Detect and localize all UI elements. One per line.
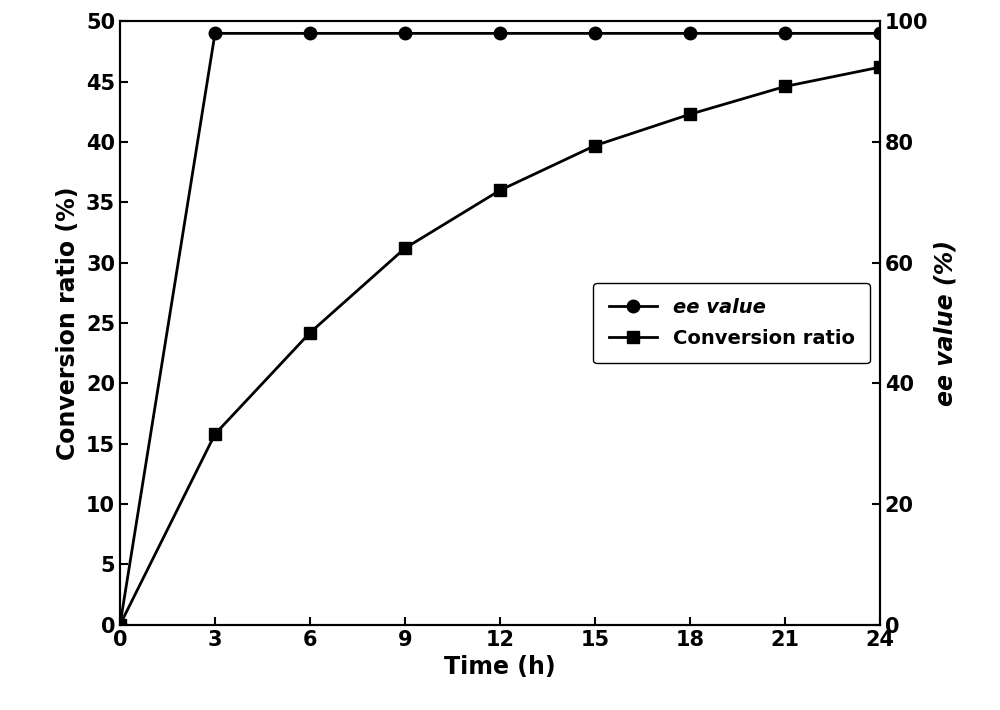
Conversion ratio (589, 141, 601, 150)
ee value (874, 29, 886, 38)
Legend: ee value, Conversion ratio: ee value, Conversion ratio (593, 283, 870, 364)
Line: ee value: ee value (114, 27, 886, 631)
ee value (779, 29, 791, 38)
ee value (399, 29, 411, 38)
ee value (494, 29, 506, 38)
Y-axis label: ee value (%): ee value (%) (934, 240, 958, 406)
Conversion ratio (494, 186, 506, 195)
Y-axis label: Conversion ratio (%): Conversion ratio (%) (56, 186, 80, 460)
Conversion ratio (399, 244, 411, 253)
ee value (589, 29, 601, 38)
X-axis label: Time (h): Time (h) (444, 655, 556, 679)
Conversion ratio (209, 430, 221, 438)
Conversion ratio (779, 82, 791, 91)
Conversion ratio (874, 63, 886, 72)
Line: Conversion ratio: Conversion ratio (114, 61, 886, 631)
Conversion ratio (114, 621, 126, 629)
Conversion ratio (304, 329, 316, 337)
ee value (304, 29, 316, 38)
ee value (114, 621, 126, 629)
Conversion ratio (684, 110, 696, 119)
ee value (209, 29, 221, 38)
ee value (684, 29, 696, 38)
